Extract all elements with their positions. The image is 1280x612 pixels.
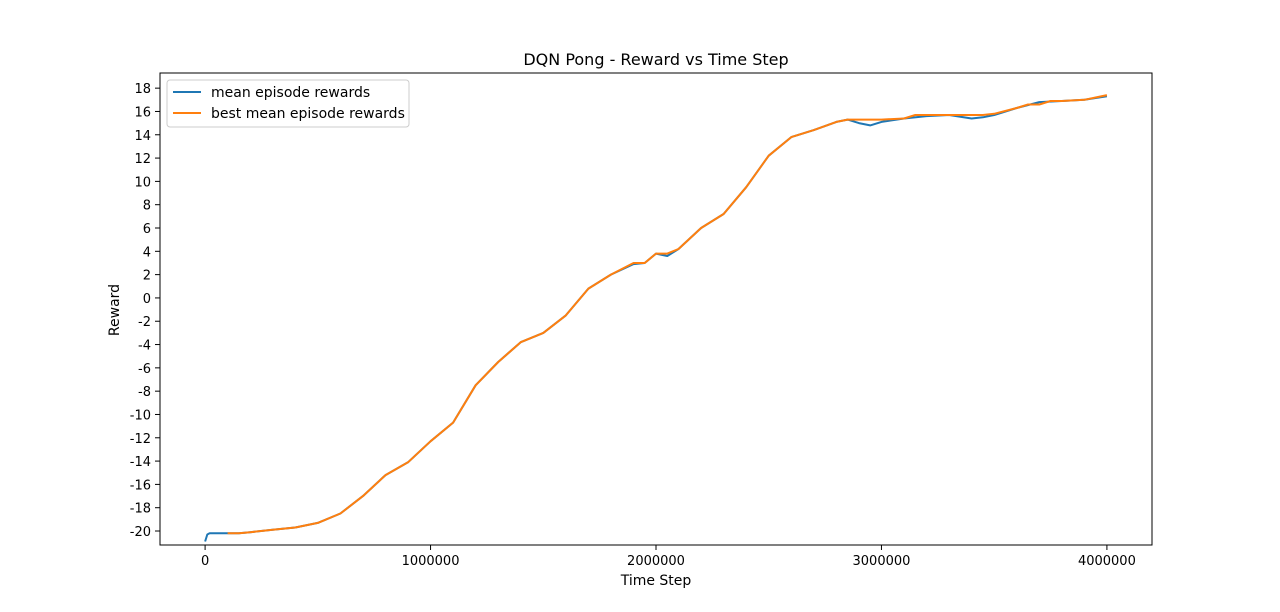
- chart-title: DQN Pong - Reward vs Time Step: [523, 50, 788, 69]
- y-tick-label: -10: [130, 408, 151, 423]
- y-tick-label: -8: [138, 385, 151, 400]
- y-tick-label: 2: [143, 269, 151, 284]
- y-tick-label: 14: [134, 129, 151, 144]
- y-tick-label: 10: [134, 175, 151, 190]
- series-line-mean-episode-rewards: [204, 95, 1108, 542]
- plot-area: 0 1000000 2000000 3000000 4000000 -20-18-16-…: [130, 72, 1153, 569]
- y-tick-label: 6: [143, 222, 151, 237]
- y-tick-label: 18: [134, 82, 151, 97]
- y-tick-label: -20: [130, 525, 151, 540]
- series-line-best-mean-episode-rewards: [227, 94, 1108, 535]
- y-tick-label: -6: [138, 362, 151, 377]
- y-tick-label: 16: [134, 105, 151, 120]
- plot-frame: [159, 72, 1153, 546]
- y-tick-label: 8: [143, 199, 151, 214]
- legend-box: [166, 79, 410, 128]
- legend-label-mean-episode-rewards: mean episode rewards: [211, 85, 370, 101]
- legend: mean episode rewards best mean episode r…: [166, 79, 410, 128]
- x-axis-title: Time Step: [620, 573, 692, 589]
- y-tick-label: -14: [130, 455, 151, 470]
- x-tick-label: 4000000: [1078, 554, 1136, 569]
- y-tick-label: -12: [130, 432, 151, 447]
- x-tick-label: 0: [201, 554, 209, 569]
- y-tick-label: -2: [138, 315, 151, 330]
- legend-label-best-mean-episode-rewards: best mean episode rewards: [211, 106, 405, 122]
- y-tick-label: 0: [143, 292, 151, 307]
- x-tick-label: 3000000: [853, 554, 911, 569]
- y-tick-label: -18: [130, 502, 151, 517]
- y-tick-label: -16: [130, 478, 151, 493]
- y-tick-label: 4: [143, 245, 151, 260]
- y-tick-label: 12: [134, 152, 151, 167]
- x-axis: 0 1000000 2000000 3000000 4000000: [201, 545, 1136, 569]
- series-lines: [204, 94, 1108, 542]
- y-axis: -20-18-16-14-12-10-8-6-4-202468101214161…: [130, 82, 160, 540]
- x-tick-label: 2000000: [627, 554, 685, 569]
- y-tick-label: -4: [138, 339, 151, 354]
- y-axis-title: Reward: [107, 284, 123, 336]
- x-tick-label: 1000000: [402, 554, 460, 569]
